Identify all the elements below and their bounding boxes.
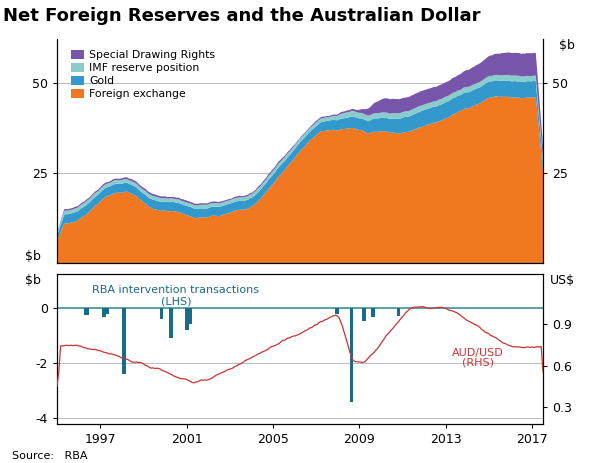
Text: RBA intervention transactions: RBA intervention transactions [92, 285, 259, 295]
Text: US$: US$ [550, 275, 575, 288]
Text: (LHS): (LHS) [161, 296, 191, 307]
Bar [371, 307, 375, 317]
Legend: Special Drawing Rights, IMF reserve position, Gold, Foreign exchange: Special Drawing Rights, IMF reserve posi… [67, 47, 218, 103]
Text: $b: $b [559, 39, 575, 52]
Bar [169, 307, 173, 338]
Bar [86, 307, 89, 315]
Bar [185, 307, 189, 330]
Bar [102, 307, 106, 317]
Bar [160, 307, 163, 319]
Text: $b: $b [25, 275, 41, 288]
Text: Source:   RBA: Source: RBA [12, 450, 88, 461]
Text: (RHS): (RHS) [462, 358, 494, 368]
Bar [335, 307, 339, 314]
Bar [350, 307, 353, 401]
Bar [397, 307, 400, 316]
Text: Net Foreign Reserves and the Australian Dollar: Net Foreign Reserves and the Australian … [3, 7, 481, 25]
Bar [362, 307, 366, 321]
Bar [122, 307, 125, 374]
Bar [84, 307, 88, 315]
Text: AUD/USD: AUD/USD [452, 348, 504, 358]
Bar [189, 307, 193, 324]
Bar [106, 307, 109, 314]
Text: $b: $b [25, 250, 41, 263]
